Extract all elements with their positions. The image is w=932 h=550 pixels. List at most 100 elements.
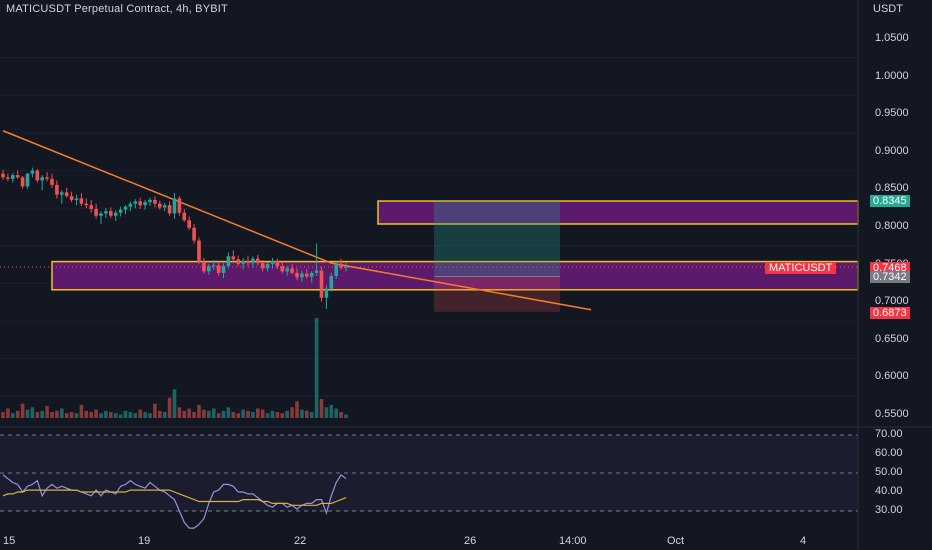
volume-bar xyxy=(153,403,157,418)
rsi-line xyxy=(2,474,347,529)
grid xyxy=(0,57,858,397)
candle-body xyxy=(285,268,289,272)
volume-bar xyxy=(226,407,231,418)
volume-bar xyxy=(30,407,35,418)
candle-body xyxy=(104,211,108,214)
candle-body xyxy=(265,263,270,269)
profit-zone[interactable] xyxy=(434,201,560,277)
rsi-tick: 60.00 xyxy=(875,447,903,459)
rsi-ma-line xyxy=(2,489,347,506)
candle-body xyxy=(133,201,138,204)
volume-bar xyxy=(207,410,211,418)
candle-body xyxy=(143,202,147,206)
price-tick: 0.6000 xyxy=(875,370,909,383)
candle-body xyxy=(40,177,44,181)
symbol-price-tag: MATICUSDT xyxy=(765,262,837,274)
loss-zone[interactable] xyxy=(434,276,560,312)
candle-body xyxy=(15,175,20,178)
candle-body xyxy=(260,263,265,269)
volume-bar xyxy=(339,412,343,418)
candle-body xyxy=(231,256,236,260)
volume-bar xyxy=(60,408,64,418)
candle-body xyxy=(20,177,25,187)
candle-body xyxy=(109,211,113,216)
candle-body xyxy=(192,227,196,241)
candle-body xyxy=(275,260,280,267)
rsi-lines xyxy=(2,474,347,529)
candle-body xyxy=(79,198,84,204)
volume-bar xyxy=(69,412,74,418)
volume-bar xyxy=(25,409,30,418)
price-tick: 0.9500 xyxy=(875,107,909,120)
volume-bar xyxy=(211,408,216,418)
trendline[interactable] xyxy=(2,130,592,311)
candle-body xyxy=(182,212,187,221)
volume-bar xyxy=(241,409,245,418)
candle-body xyxy=(123,206,128,210)
candle-body xyxy=(324,288,329,298)
volume-bar xyxy=(148,413,152,418)
volume-bar xyxy=(197,404,201,418)
candle-body xyxy=(25,173,30,187)
candle-body xyxy=(246,260,250,264)
time-tick: 14:00 xyxy=(559,535,587,547)
volume-bar xyxy=(84,410,89,418)
candle-body xyxy=(295,272,299,278)
candle-body xyxy=(216,265,221,273)
candle-body xyxy=(290,268,294,273)
candle-body xyxy=(305,273,309,277)
volume-bar xyxy=(6,408,10,418)
volume-bar xyxy=(231,412,236,418)
volume-bar xyxy=(251,412,255,418)
time-tick: 15 xyxy=(3,535,16,547)
candle-body xyxy=(236,259,240,264)
candle-body xyxy=(197,240,201,262)
volume-bar xyxy=(45,406,49,418)
volume-bar xyxy=(128,412,133,418)
rsi-tick: 70.00 xyxy=(875,428,903,440)
volume-bar xyxy=(143,412,147,418)
candle-body xyxy=(35,170,40,181)
volume-bar xyxy=(285,410,289,418)
volume-bar xyxy=(177,407,182,418)
chart-title: MATICUSDT Perpetual Contract, 4h, BYBIT xyxy=(6,3,228,15)
time-tick: 19 xyxy=(138,535,151,547)
volume-bar xyxy=(314,318,319,418)
candle-body xyxy=(11,175,15,179)
volume-bar xyxy=(324,407,329,418)
volume-bar xyxy=(167,397,172,418)
candle-body xyxy=(256,258,260,264)
volume-bar xyxy=(329,404,334,418)
volume-bar xyxy=(265,413,270,418)
candle-body xyxy=(300,273,304,278)
candle-body xyxy=(30,170,35,174)
price-tick: 0.8500 xyxy=(875,182,909,195)
price-tick: 0.5500 xyxy=(875,408,909,420)
price-tick: 0.8000 xyxy=(875,220,909,232)
volume-bar xyxy=(295,401,299,418)
volume-bar xyxy=(74,413,79,418)
candle-body xyxy=(177,198,182,213)
candle-body xyxy=(148,199,152,203)
candle-body xyxy=(280,266,285,272)
candle-body xyxy=(251,258,255,264)
candle-body xyxy=(55,184,59,195)
price-tick: 1.0500 xyxy=(875,32,909,44)
volume-bar xyxy=(123,410,128,418)
candle-body xyxy=(84,203,89,206)
candle-body xyxy=(241,260,245,264)
candles xyxy=(1,167,348,309)
candle-body xyxy=(314,270,319,273)
volume-bar xyxy=(20,403,25,418)
time-tick: 4 xyxy=(800,535,807,547)
volume-bar xyxy=(300,409,304,418)
price-tick: 0.6500 xyxy=(875,332,909,345)
candle-body xyxy=(118,209,123,213)
volume-bar xyxy=(334,408,338,418)
candle-body xyxy=(167,205,172,214)
candle-body xyxy=(64,192,69,197)
volume-bar xyxy=(79,404,84,418)
volume-bar xyxy=(192,412,196,418)
